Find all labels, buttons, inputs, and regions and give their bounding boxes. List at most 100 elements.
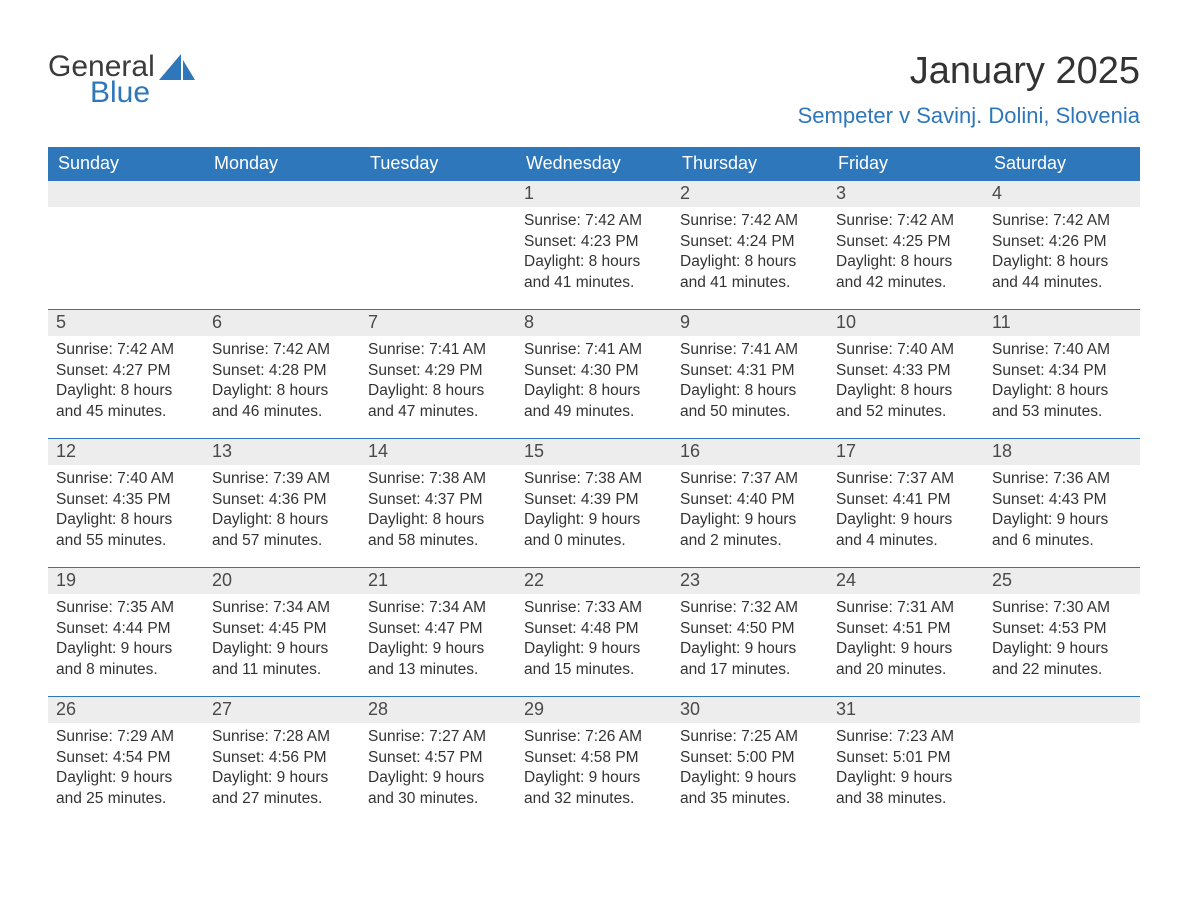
day-cell: 20Sunrise: 7:34 AMSunset: 4:45 PMDayligh… (204, 568, 360, 696)
daylight-line: Daylight: 9 hours and 4 minutes. (836, 510, 976, 552)
day-header: Thursday (672, 147, 828, 181)
day-header: Tuesday (360, 147, 516, 181)
day-content: Sunrise: 7:34 AMSunset: 4:47 PMDaylight:… (360, 594, 516, 692)
day-header: Friday (828, 147, 984, 181)
day-cell: 2Sunrise: 7:42 AMSunset: 4:24 PMDaylight… (672, 181, 828, 309)
day-number: 25 (984, 568, 1140, 594)
header: General Blue January 2025 Sempeter v Sav… (48, 50, 1140, 129)
day-content: Sunrise: 7:34 AMSunset: 4:45 PMDaylight:… (204, 594, 360, 692)
day-cell: 13Sunrise: 7:39 AMSunset: 4:36 PMDayligh… (204, 439, 360, 567)
day-number: 21 (360, 568, 516, 594)
day-cell (360, 181, 516, 309)
logo-text-block: General Blue (48, 50, 195, 108)
sunset-line: Sunset: 4:40 PM (680, 490, 820, 511)
logo-blue: Blue (90, 78, 195, 108)
sunrise-line: Sunrise: 7:34 AM (368, 598, 508, 619)
day-cell: 14Sunrise: 7:38 AMSunset: 4:37 PMDayligh… (360, 439, 516, 567)
page-title: January 2025 (798, 50, 1140, 93)
sunset-line: Sunset: 4:50 PM (680, 619, 820, 640)
day-number: 29 (516, 697, 672, 723)
day-content: Sunrise: 7:32 AMSunset: 4:50 PMDaylight:… (672, 594, 828, 692)
day-header: Monday (204, 147, 360, 181)
sunrise-line: Sunrise: 7:42 AM (836, 211, 976, 232)
week-row: 12Sunrise: 7:40 AMSunset: 4:35 PMDayligh… (48, 438, 1140, 567)
sunrise-line: Sunrise: 7:40 AM (992, 340, 1132, 361)
sunrise-line: Sunrise: 7:39 AM (212, 469, 352, 490)
daylight-line: Daylight: 8 hours and 46 minutes. (212, 381, 352, 423)
sunrise-line: Sunrise: 7:41 AM (524, 340, 664, 361)
week-row: 26Sunrise: 7:29 AMSunset: 4:54 PMDayligh… (48, 696, 1140, 825)
day-content: Sunrise: 7:42 AMSunset: 4:28 PMDaylight:… (204, 336, 360, 434)
sunset-line: Sunset: 4:45 PM (212, 619, 352, 640)
daylight-line: Daylight: 8 hours and 49 minutes. (524, 381, 664, 423)
sunset-line: Sunset: 4:23 PM (524, 232, 664, 253)
day-number: 13 (204, 439, 360, 465)
sunset-line: Sunset: 4:58 PM (524, 748, 664, 769)
daylight-line: Daylight: 8 hours and 55 minutes. (56, 510, 196, 552)
daylight-line: Daylight: 8 hours and 41 minutes. (524, 252, 664, 294)
daylight-line: Daylight: 8 hours and 53 minutes. (992, 381, 1132, 423)
day-number: 8 (516, 310, 672, 336)
sunset-line: Sunset: 4:25 PM (836, 232, 976, 253)
day-number: 6 (204, 310, 360, 336)
daylight-line: Daylight: 8 hours and 45 minutes. (56, 381, 196, 423)
sunset-line: Sunset: 4:30 PM (524, 361, 664, 382)
sunset-line: Sunset: 4:26 PM (992, 232, 1132, 253)
sail-icon (159, 54, 195, 80)
sunrise-line: Sunrise: 7:32 AM (680, 598, 820, 619)
day-cell (204, 181, 360, 309)
day-number: 7 (360, 310, 516, 336)
sunrise-line: Sunrise: 7:25 AM (680, 727, 820, 748)
day-cell: 5Sunrise: 7:42 AMSunset: 4:27 PMDaylight… (48, 310, 204, 438)
day-content: Sunrise: 7:42 AMSunset: 4:25 PMDaylight:… (828, 207, 984, 305)
day-content: Sunrise: 7:42 AMSunset: 4:23 PMDaylight:… (516, 207, 672, 305)
logo: General Blue (48, 50, 195, 108)
sunset-line: Sunset: 4:56 PM (212, 748, 352, 769)
sunset-line: Sunset: 4:34 PM (992, 361, 1132, 382)
day-cell: 27Sunrise: 7:28 AMSunset: 4:56 PMDayligh… (204, 697, 360, 825)
day-cell: 9Sunrise: 7:41 AMSunset: 4:31 PMDaylight… (672, 310, 828, 438)
day-content: Sunrise: 7:26 AMSunset: 4:58 PMDaylight:… (516, 723, 672, 821)
day-number (360, 181, 516, 207)
day-cell: 16Sunrise: 7:37 AMSunset: 4:40 PMDayligh… (672, 439, 828, 567)
daylight-line: Daylight: 8 hours and 57 minutes. (212, 510, 352, 552)
day-cell: 25Sunrise: 7:30 AMSunset: 4:53 PMDayligh… (984, 568, 1140, 696)
sunset-line: Sunset: 4:47 PM (368, 619, 508, 640)
sunrise-line: Sunrise: 7:30 AM (992, 598, 1132, 619)
sunrise-line: Sunrise: 7:33 AM (524, 598, 664, 619)
day-content: Sunrise: 7:37 AMSunset: 4:40 PMDaylight:… (672, 465, 828, 563)
day-number: 4 (984, 181, 1140, 207)
sunset-line: Sunset: 5:01 PM (836, 748, 976, 769)
sunrise-line: Sunrise: 7:42 AM (992, 211, 1132, 232)
day-number: 22 (516, 568, 672, 594)
sunrise-line: Sunrise: 7:38 AM (368, 469, 508, 490)
sunrise-line: Sunrise: 7:27 AM (368, 727, 508, 748)
day-cell: 17Sunrise: 7:37 AMSunset: 4:41 PMDayligh… (828, 439, 984, 567)
sunrise-line: Sunrise: 7:42 AM (680, 211, 820, 232)
day-cell: 24Sunrise: 7:31 AMSunset: 4:51 PMDayligh… (828, 568, 984, 696)
sunset-line: Sunset: 4:33 PM (836, 361, 976, 382)
day-content: Sunrise: 7:41 AMSunset: 4:30 PMDaylight:… (516, 336, 672, 434)
day-content: Sunrise: 7:40 AMSunset: 4:33 PMDaylight:… (828, 336, 984, 434)
sunset-line: Sunset: 4:28 PM (212, 361, 352, 382)
daylight-line: Daylight: 8 hours and 50 minutes. (680, 381, 820, 423)
sunset-line: Sunset: 4:57 PM (368, 748, 508, 769)
day-cell: 15Sunrise: 7:38 AMSunset: 4:39 PMDayligh… (516, 439, 672, 567)
day-cell: 21Sunrise: 7:34 AMSunset: 4:47 PMDayligh… (360, 568, 516, 696)
day-number: 12 (48, 439, 204, 465)
sunset-line: Sunset: 4:31 PM (680, 361, 820, 382)
day-number: 27 (204, 697, 360, 723)
daylight-line: Daylight: 9 hours and 27 minutes. (212, 768, 352, 810)
location-subtitle: Sempeter v Savinj. Dolini, Slovenia (798, 103, 1140, 129)
sunset-line: Sunset: 5:00 PM (680, 748, 820, 769)
day-number: 5 (48, 310, 204, 336)
day-number: 31 (828, 697, 984, 723)
day-number: 10 (828, 310, 984, 336)
day-number: 3 (828, 181, 984, 207)
day-number: 18 (984, 439, 1140, 465)
sunset-line: Sunset: 4:35 PM (56, 490, 196, 511)
day-number (204, 181, 360, 207)
daylight-line: Daylight: 9 hours and 22 minutes. (992, 639, 1132, 681)
sunrise-line: Sunrise: 7:38 AM (524, 469, 664, 490)
day-number: 23 (672, 568, 828, 594)
